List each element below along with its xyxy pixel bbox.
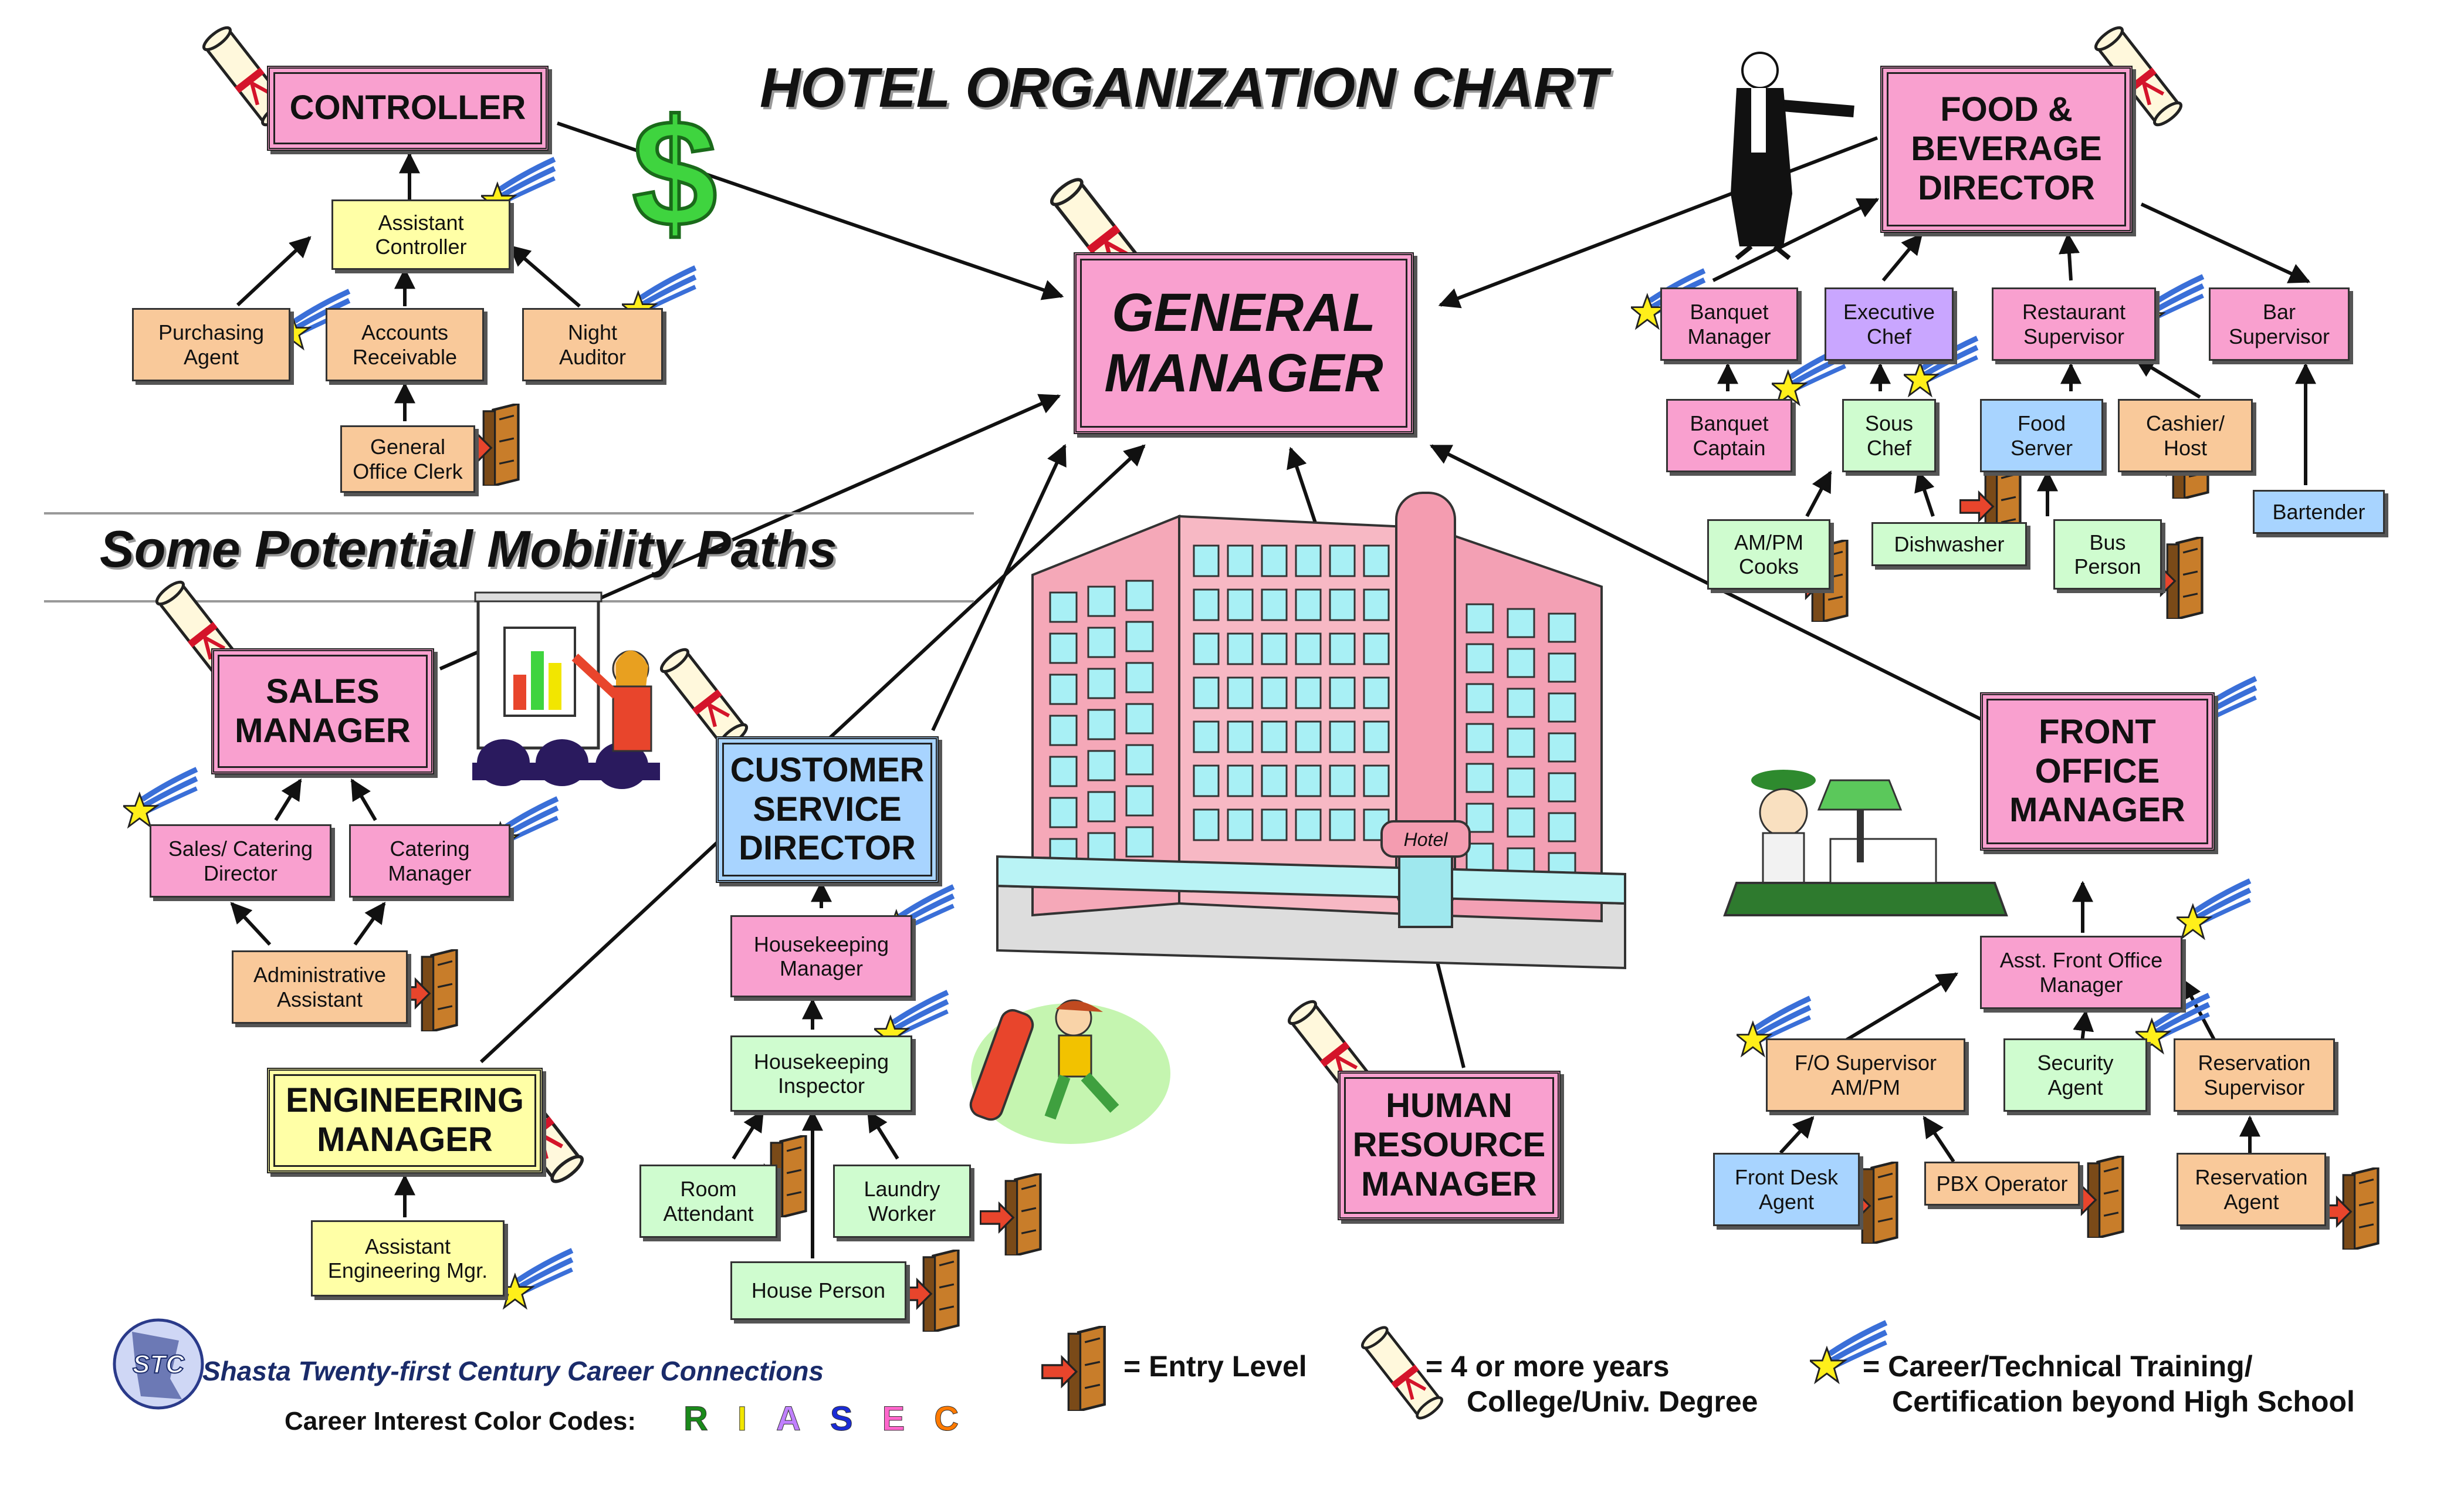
bar-supervisor-box: Bar Supervisor [2209, 287, 2350, 361]
chart-subtitle: Some Potential Mobility Paths [100, 520, 837, 578]
general-office-clerk-box: General Office Clerk [340, 425, 475, 493]
administrative-assistant-box: Administrative Assistant [232, 950, 408, 1024]
legend-entry-level: = Entry Level [1123, 1350, 1307, 1383]
stc-logo: STC [113, 1318, 204, 1410]
night-auditor-box: Night Auditor [522, 308, 663, 381]
housekeeping-inspector-box: Housekeeping Inspector [730, 1035, 912, 1112]
dollar-sign-icon: $ [632, 89, 717, 259]
degree-scroll-icon [658, 646, 750, 750]
legend-training-line1: = Career/Technical Training/ [1863, 1350, 2253, 1383]
banquet-captain-box: Banquet Captain [1666, 399, 1792, 472]
color-code-c: C [934, 1400, 959, 1439]
engineering-manager-box: ENGINEERING MANAGER [267, 1068, 543, 1173]
chart-title: HOTEL ORGANIZATION CHART [760, 56, 1608, 119]
entry-door-icon [898, 1250, 958, 1332]
laundry-worker-box: Laundry Worker [833, 1165, 971, 1238]
front-office-manager-box: FRONT OFFICE MANAGER [1980, 692, 2215, 851]
legend-entry-door-icon [1043, 1326, 1105, 1411]
assistant-engineering-mgr-box: Assistant Engineering Mgr. [311, 1220, 505, 1297]
bartender-box: Bartender [2253, 490, 2385, 534]
color-code-s: S [830, 1400, 853, 1439]
presentation-illustration [472, 591, 660, 789]
controller-box: CONTROLLER [267, 66, 549, 151]
waiter-illustration [1731, 52, 1854, 260]
dishwasher-box: Dishwasher [1871, 522, 2027, 566]
customer-service-director-box: CUSTOMER SERVICE DIRECTOR [716, 736, 939, 883]
svg-text:STC: STC [133, 1350, 185, 1379]
food-beverage-director-box: FOOD & BEVERAGE DIRECTOR [1880, 66, 2133, 233]
banquet-manager-box: Banquet Manager [1660, 287, 1798, 361]
ampm-cooks-box: AM/PM Cooks [1707, 519, 1830, 590]
sous-chef-box: Sous Chef [1842, 399, 1936, 472]
legend-degree-line2: College/Univ. Degree [1467, 1385, 1758, 1418]
training-star-icon [499, 1250, 572, 1308]
color-code-i: I [737, 1400, 747, 1439]
restaurant-supervisor-box: Restaurant Supervisor [1992, 287, 2156, 361]
accounts-receivable-box: Accounts Receivable [326, 308, 484, 381]
color-codes: R I A S E C [683, 1399, 959, 1439]
reservation-supervisor-box: Reservation Supervisor [2174, 1038, 2335, 1112]
training-star-icon [2177, 881, 2250, 938]
color-code-r: R [683, 1400, 709, 1439]
housekeeping-manager-box: Housekeeping Manager [730, 915, 912, 997]
cashier-host-box: Cashier/ Host [2118, 399, 2253, 472]
entry-door-icon [980, 1173, 1040, 1255]
training-star-icon [123, 769, 197, 827]
general-manager-box: GENERAL MANAGER [1074, 252, 1414, 434]
front-desk-agent-box: Front Desk Agent [1713, 1153, 1860, 1226]
color-codes-label: Career Interest Color Codes: [285, 1407, 637, 1436]
hotel-building-illustration: Hotel [996, 492, 1626, 970]
sales-catering-director-box: Sales/ Catering Director [150, 824, 331, 898]
housekeeper-illustration [969, 999, 1170, 1144]
desk-clerk-illustration [1723, 770, 2008, 916]
color-code-a: A [776, 1400, 801, 1439]
reservation-agent-box: Reservation Agent [2177, 1153, 2326, 1226]
executive-chef-box: Executive Chef [1825, 287, 1954, 361]
legend-degree-line1: = 4 or more years [1426, 1350, 1670, 1383]
security-agent-box: Security Agent [2003, 1038, 2147, 1112]
color-code-e: E [882, 1400, 905, 1439]
entry-door-icon [2318, 1167, 2378, 1250]
bus-person-box: Bus Person [2053, 519, 2162, 590]
assistant-controller-box: Assistant Controller [331, 199, 510, 270]
human-resource-manager-box: HUMAN RESOURCE MANAGER [1338, 1071, 1561, 1220]
org-name: Shasta Twenty-first Century Career Conne… [202, 1356, 824, 1386]
catering-manager-box: Catering Manager [349, 824, 510, 898]
legend-training-line2: Certification beyond High School [1892, 1385, 2355, 1418]
fo-supervisor-box: F/O Supervisor AM/PM [1766, 1038, 1965, 1112]
building-sign: Hotel [1404, 829, 1448, 850]
food-server-box: Food Server [1980, 399, 2103, 472]
house-person-box: House Person [730, 1261, 906, 1320]
asst-front-office-manager-box: Asst. Front Office Manager [1980, 936, 2182, 1009]
sales-manager-box: SALES MANAGER [211, 648, 434, 774]
purchasing-agent-box: Purchasing Agent [132, 308, 290, 381]
pbx-operator-box: PBX Operator [1924, 1162, 2080, 1206]
room-attendant-box: Room Attendant [639, 1165, 777, 1238]
